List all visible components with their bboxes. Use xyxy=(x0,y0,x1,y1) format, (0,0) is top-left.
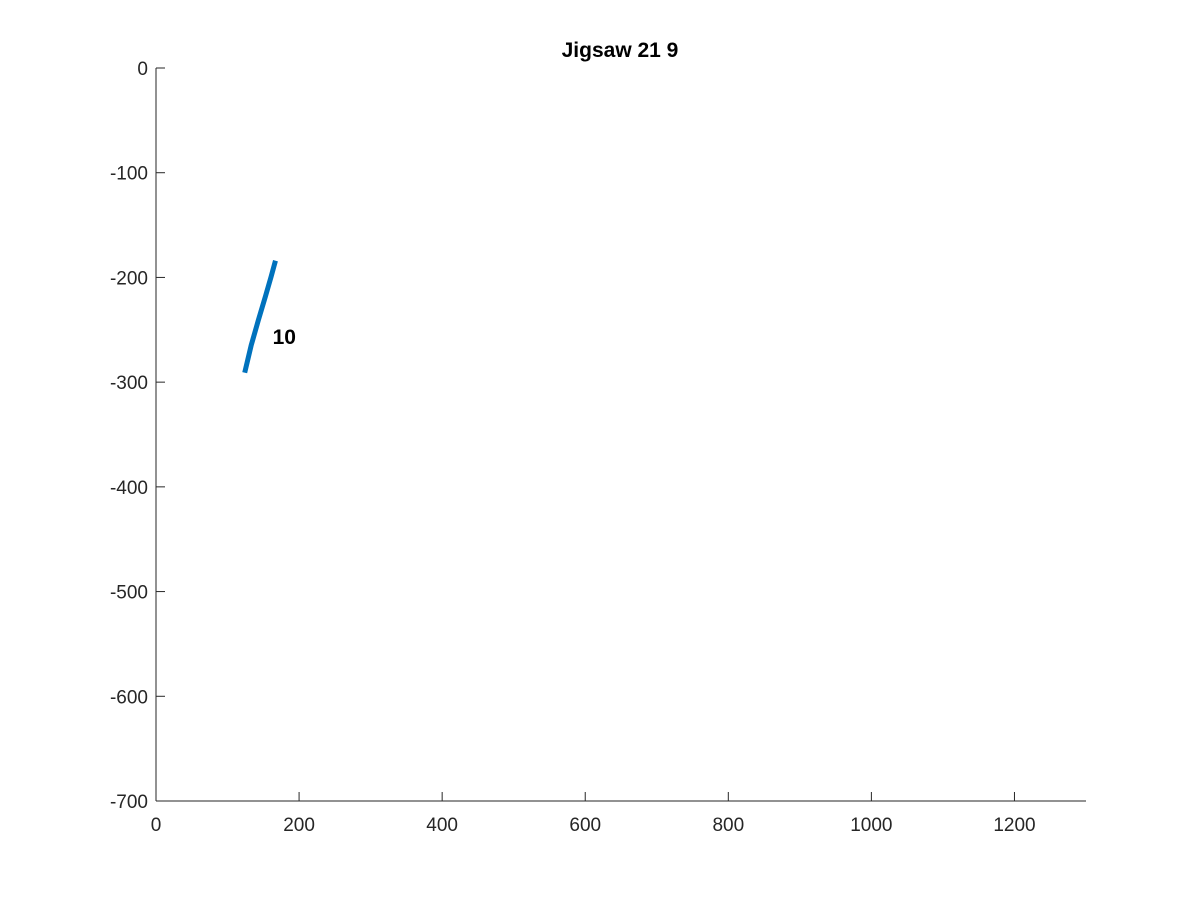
series-layer xyxy=(242,260,278,374)
y-tick-label: 0 xyxy=(137,59,148,80)
axes: 0 200 400 600 800 1000 1200 0 -100 -200 -300 -400 -5… xyxy=(110,59,1086,836)
annotation-layer: 10 xyxy=(273,326,296,349)
y-tick-label: -700 xyxy=(110,792,148,813)
x-tick-label: 0 xyxy=(151,815,162,836)
x-tick-label: 1000 xyxy=(850,815,892,836)
annotation-label: 10 xyxy=(273,326,296,349)
y-tick-label: -600 xyxy=(110,687,148,708)
y-tick-label: -100 xyxy=(110,164,148,185)
x-tick-label: 600 xyxy=(569,815,601,836)
y-tick-label: -400 xyxy=(110,478,148,499)
y-tick-label: -500 xyxy=(110,583,148,604)
x-tick-label: 800 xyxy=(712,815,744,836)
chart-title: Jigsaw 21 9 xyxy=(562,39,679,62)
x-tick-label: 200 xyxy=(283,815,315,836)
y-tick-label: -300 xyxy=(110,373,148,394)
y-tick-label: -200 xyxy=(110,268,148,289)
x-tick-label: 400 xyxy=(426,815,458,836)
x-tick-label: 1200 xyxy=(993,815,1035,836)
series-line-0 xyxy=(242,260,278,374)
